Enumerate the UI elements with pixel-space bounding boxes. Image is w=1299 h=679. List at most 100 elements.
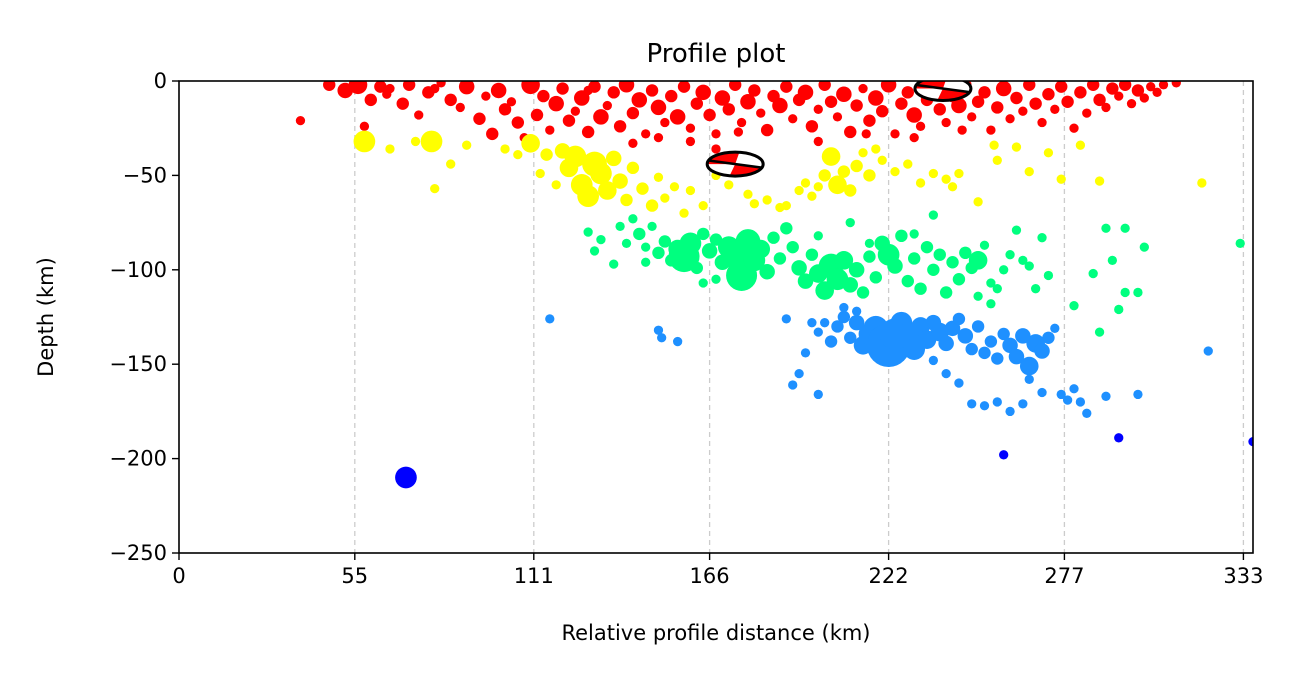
data-point <box>903 159 913 169</box>
data-point <box>1171 81 1181 88</box>
data-point <box>1050 323 1060 333</box>
data-point <box>978 86 991 99</box>
x-tick-label: 333 <box>1223 564 1263 588</box>
data-point <box>402 81 416 91</box>
data-point <box>1082 408 1092 418</box>
data-point <box>1120 287 1130 298</box>
data-point <box>618 81 635 93</box>
y-axis-label: Depth (km) <box>34 257 58 377</box>
data-point <box>824 95 838 108</box>
data-point <box>521 134 540 153</box>
data-point <box>583 85 593 96</box>
data-point <box>824 335 838 348</box>
data-point <box>633 227 646 241</box>
data-point <box>1029 97 1042 110</box>
data-point <box>1050 104 1060 114</box>
data-point <box>954 168 964 179</box>
data-point <box>813 327 823 337</box>
data-point <box>626 106 640 120</box>
data-point <box>848 314 865 331</box>
data-point <box>967 112 977 122</box>
data-point <box>848 262 865 278</box>
data-point <box>788 380 798 390</box>
data-point <box>583 227 593 237</box>
data-point <box>658 235 672 248</box>
data-point <box>430 83 440 94</box>
plot-area <box>295 81 1253 489</box>
data-point <box>954 378 964 388</box>
data-point <box>551 180 561 190</box>
data-point <box>1114 91 1124 101</box>
data-point <box>869 271 883 284</box>
data-point <box>781 314 791 324</box>
data-point <box>607 86 620 99</box>
data-point <box>788 114 798 124</box>
data-point <box>794 368 804 379</box>
data-point <box>863 250 876 263</box>
data-point <box>701 243 718 259</box>
focal-mechanism-nodal-line <box>708 159 762 169</box>
data-point <box>414 110 424 120</box>
data-point <box>748 84 761 97</box>
data-point <box>1042 88 1055 101</box>
data-point <box>906 107 922 123</box>
data-point <box>772 97 788 114</box>
data-point <box>999 265 1009 275</box>
data-point <box>805 120 819 133</box>
data-point <box>581 125 595 139</box>
data-point <box>1062 395 1073 405</box>
data-point <box>951 97 967 114</box>
x-tick-label: 55 <box>341 564 368 588</box>
data-point <box>628 138 638 148</box>
data-point <box>481 91 491 101</box>
data-point <box>1094 327 1105 337</box>
data-point <box>887 258 903 274</box>
data-point <box>653 172 664 182</box>
data-point <box>615 221 625 232</box>
data-point <box>760 123 774 137</box>
data-point <box>430 183 440 194</box>
data-point <box>1131 84 1145 97</box>
x-axis-ticks: 0 55 111 166 222 277 333 <box>172 553 1263 588</box>
data-point <box>564 145 587 168</box>
data-point <box>548 95 564 112</box>
grid-lines <box>354 81 1245 553</box>
data-point <box>598 181 617 200</box>
data-point <box>498 103 512 116</box>
data-point <box>877 155 887 165</box>
plot-frame <box>178 80 1254 554</box>
data-point <box>915 121 926 131</box>
data-point <box>813 389 823 400</box>
data-point <box>620 193 633 207</box>
y-tick-label: −150 <box>109 352 167 376</box>
data-point <box>973 291 983 301</box>
data-point <box>410 136 421 147</box>
data-point <box>973 197 983 207</box>
data-point <box>820 318 830 328</box>
data-point <box>1056 389 1066 400</box>
data-point <box>767 231 780 244</box>
data-point <box>941 174 951 184</box>
data-point <box>690 261 704 275</box>
data-point <box>628 214 638 224</box>
data-point <box>780 222 793 235</box>
data-point <box>385 83 395 94</box>
data-point <box>858 148 868 158</box>
data-point <box>1069 384 1079 394</box>
data-point <box>685 123 696 133</box>
data-point <box>1101 102 1111 113</box>
data-point <box>714 90 731 106</box>
data-point <box>939 286 953 299</box>
data-point <box>1024 374 1034 384</box>
data-point <box>605 150 622 167</box>
data-point <box>540 148 553 161</box>
data-point <box>1005 406 1015 417</box>
data-point <box>650 99 667 116</box>
data-point <box>677 81 691 93</box>
focal-mechanism-icon <box>913 81 973 103</box>
data-point <box>669 182 680 192</box>
data-point <box>1133 287 1143 298</box>
data-point <box>703 108 716 122</box>
data-point <box>593 109 609 125</box>
data-point <box>997 327 1010 341</box>
